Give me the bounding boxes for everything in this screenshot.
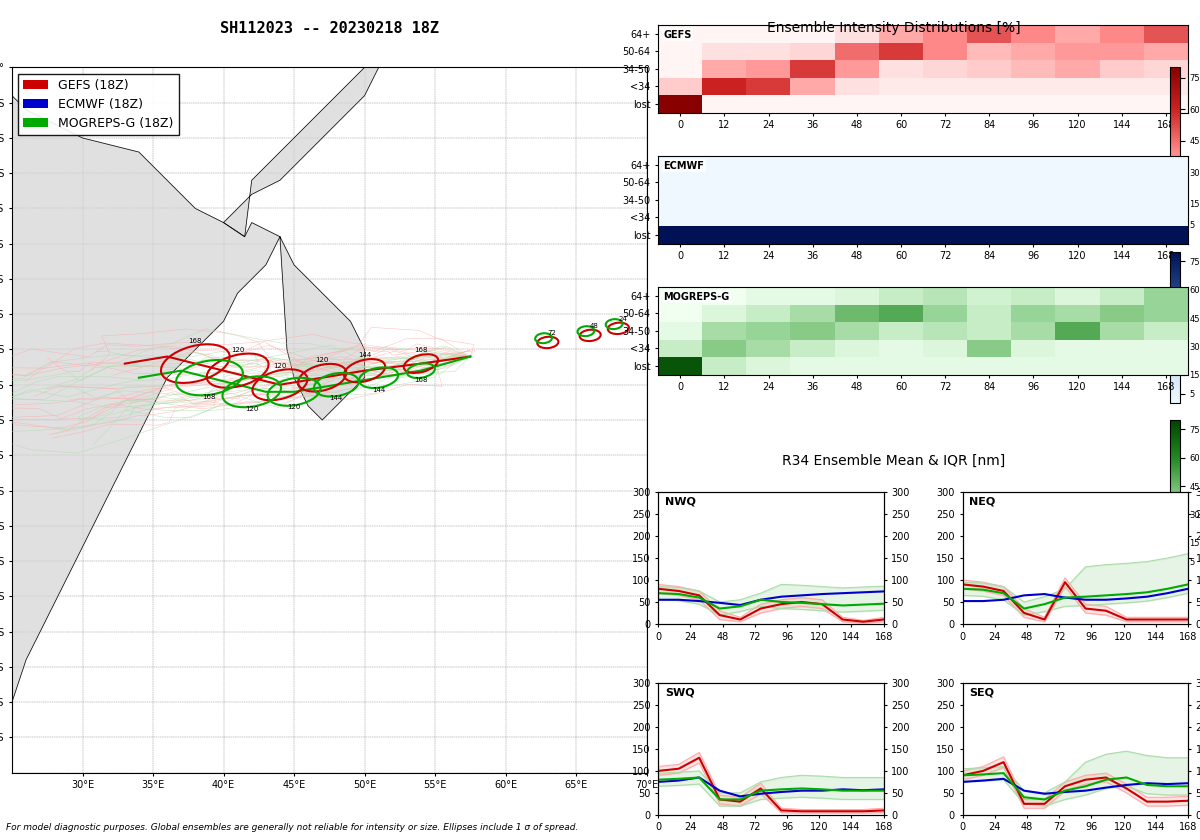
Text: 168: 168 [414,347,427,354]
Text: Ensemble Intensity Distributions [%]: Ensemble Intensity Distributions [%] [767,21,1021,35]
Polygon shape [280,237,365,420]
Text: 120: 120 [245,406,258,412]
Text: MOGREPS-G: MOGREPS-G [664,291,730,302]
Text: ECMWF: ECMWF [664,160,704,171]
Text: 48: 48 [590,323,599,329]
Text: 120: 120 [230,347,245,354]
Text: 168: 168 [188,339,202,344]
Text: GEFS: GEFS [664,29,692,39]
Polygon shape [12,96,280,702]
Text: 168: 168 [414,377,427,383]
Legend: GEFS (18Z), ECMWF (18Z), MOGREPS-G (18Z): GEFS (18Z), ECMWF (18Z), MOGREPS-G (18Z) [18,74,179,135]
Text: 144: 144 [372,386,385,393]
Text: 168: 168 [203,394,216,400]
Text: NEQ: NEQ [970,496,996,507]
Text: SEQ: SEQ [970,687,995,697]
Text: 72: 72 [547,330,557,336]
Text: NWQ: NWQ [665,496,696,507]
Text: 144: 144 [330,396,343,402]
Text: 120: 120 [287,404,301,411]
Text: 120: 120 [274,363,287,369]
Text: R34 Ensemble Mean & IQR [nm]: R34 Ensemble Mean & IQR [nm] [782,454,1006,468]
Text: 24: 24 [618,317,626,323]
Text: SH112023 -- 20230218 18Z: SH112023 -- 20230218 18Z [221,21,439,36]
Text: For model diagnostic purposes. Global ensembles are generally not reliable for i: For model diagnostic purposes. Global en… [6,822,578,832]
Polygon shape [223,67,379,237]
Text: 144: 144 [358,352,371,358]
Text: 120: 120 [316,357,329,363]
Text: SWQ: SWQ [665,687,695,697]
